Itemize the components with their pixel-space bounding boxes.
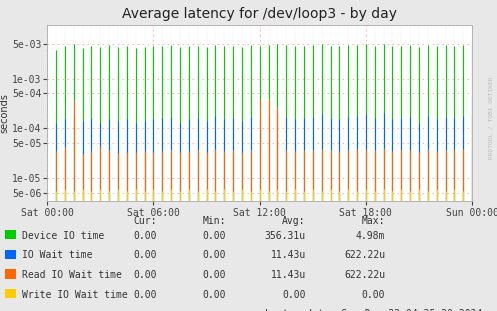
Text: 11.43u: 11.43u xyxy=(270,250,306,260)
Text: 0.00: 0.00 xyxy=(203,250,226,260)
Text: 0.00: 0.00 xyxy=(133,270,157,280)
Text: Cur:: Cur: xyxy=(133,216,157,226)
Text: IO Wait time: IO Wait time xyxy=(22,250,93,260)
Text: 0.00: 0.00 xyxy=(282,290,306,299)
Text: 4.98m: 4.98m xyxy=(356,231,385,241)
Text: 0.00: 0.00 xyxy=(133,231,157,241)
Text: 622.22u: 622.22u xyxy=(344,250,385,260)
Text: Read IO Wait time: Read IO Wait time xyxy=(22,270,122,280)
Text: 0.00: 0.00 xyxy=(203,231,226,241)
Text: Write IO Wait time: Write IO Wait time xyxy=(22,290,128,299)
Text: 0.00: 0.00 xyxy=(203,270,226,280)
Text: RRDTOOL / TOBI OETIKER: RRDTOOL / TOBI OETIKER xyxy=(489,77,494,160)
Text: 0.00: 0.00 xyxy=(133,290,157,299)
Text: 0.00: 0.00 xyxy=(203,290,226,299)
Text: Max:: Max: xyxy=(362,216,385,226)
Text: 0.00: 0.00 xyxy=(362,290,385,299)
Text: 622.22u: 622.22u xyxy=(344,270,385,280)
Title: Average latency for /dev/loop3 - by day: Average latency for /dev/loop3 - by day xyxy=(122,7,397,21)
Text: Avg:: Avg: xyxy=(282,216,306,226)
Text: 0.00: 0.00 xyxy=(133,250,157,260)
Y-axis label: seconds: seconds xyxy=(0,93,9,133)
Text: Device IO time: Device IO time xyxy=(22,231,104,241)
Text: 356.31u: 356.31u xyxy=(264,231,306,241)
Text: 11.43u: 11.43u xyxy=(270,270,306,280)
Text: Min:: Min: xyxy=(203,216,226,226)
Text: Last update: Sun Dec 22 04:25:20 2024: Last update: Sun Dec 22 04:25:20 2024 xyxy=(265,309,482,311)
